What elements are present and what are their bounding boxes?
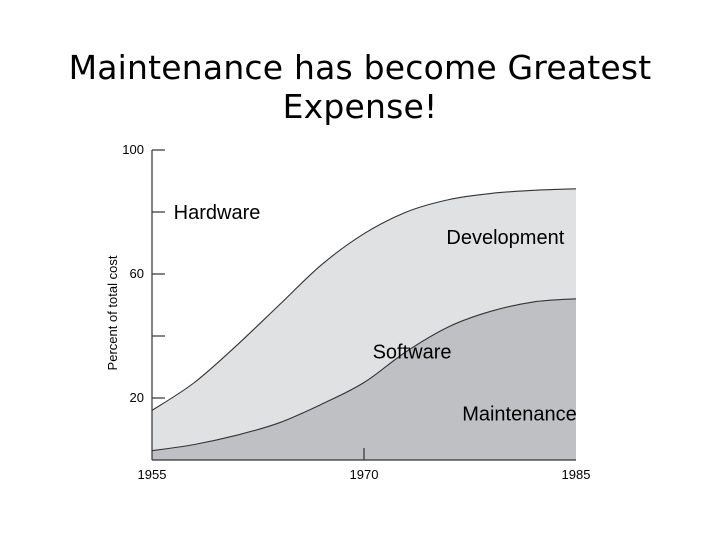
region-label-software: Software [373, 342, 452, 364]
region-label-development: Development [446, 227, 564, 249]
x-ticks: 1955 1970 1985 [138, 448, 591, 482]
x-tick-label: 1985 [562, 467, 591, 482]
y-tick-label: 20 [130, 390, 144, 405]
region-label-maintenance: Maintenance [462, 404, 577, 426]
y-tick-label: 60 [130, 266, 144, 281]
y-ticks: 20 60 100 [122, 142, 165, 405]
y-axis-label: Percent of total cost [105, 255, 120, 370]
y-tick-label: 100 [122, 142, 144, 157]
hardware-boundary-line [151, 188, 577, 411]
software-maintenance-area [152, 298, 576, 460]
slide-title: Maintenance has become Greatest Expense! [68, 48, 652, 126]
region-label-hardware: Hardware [174, 202, 261, 224]
x-tick-label: 1970 [350, 467, 379, 482]
x-tick-label: 1955 [138, 467, 167, 482]
annotations: Hardware Development Software Maintenance [174, 202, 577, 426]
maintenance-boundary-line [151, 298, 577, 452]
